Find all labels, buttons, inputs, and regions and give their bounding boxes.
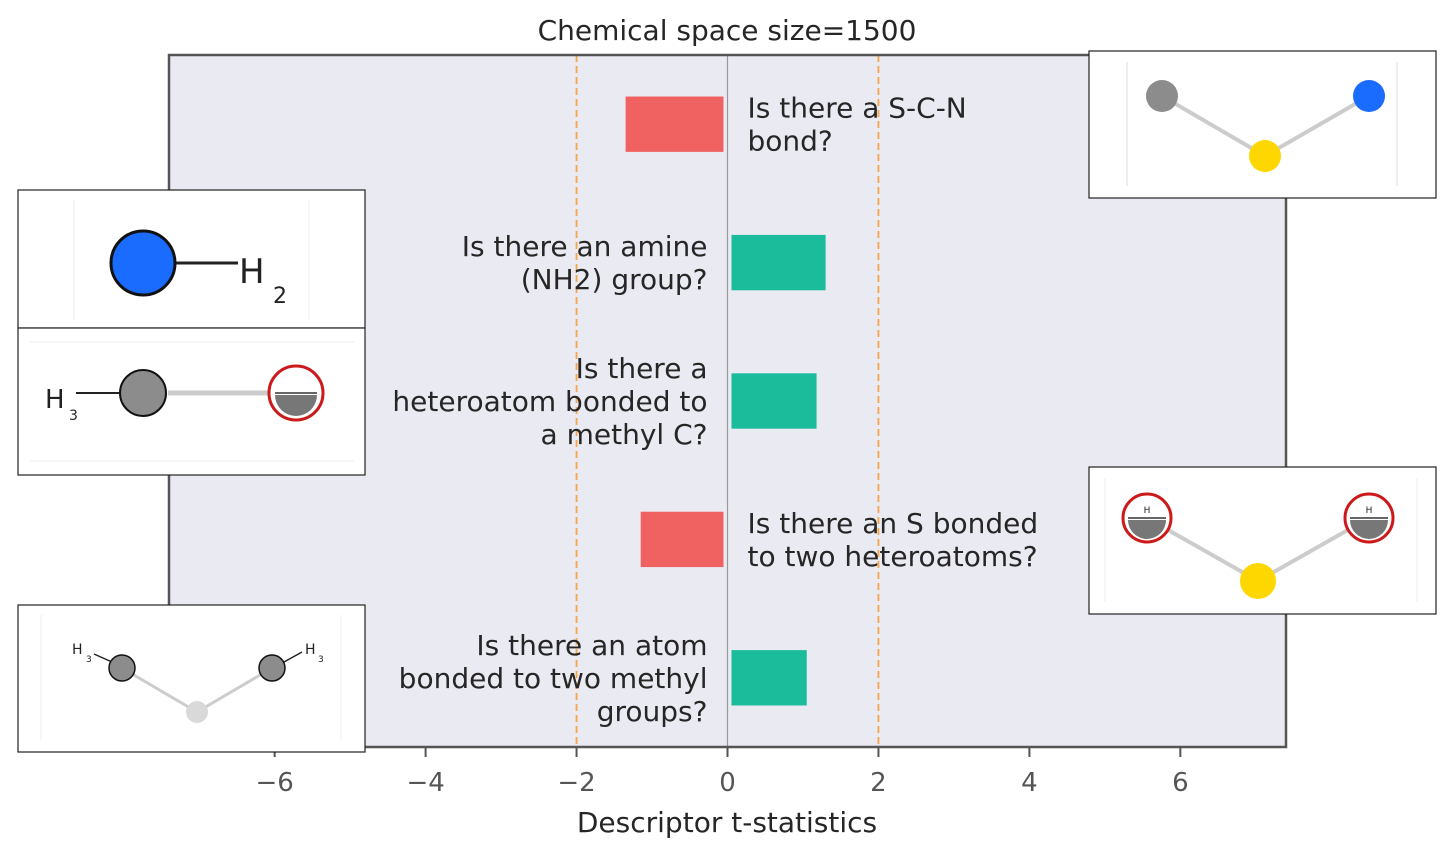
carbon-atom-icon xyxy=(258,654,286,682)
tick-label: −6 xyxy=(255,768,293,798)
bars xyxy=(625,96,826,706)
carbon-atom-icon xyxy=(1146,80,1178,112)
bar xyxy=(625,96,724,152)
chart-title: Chemical space size=1500 xyxy=(538,14,917,47)
carbon-atom-icon xyxy=(119,369,167,417)
sulfur-atom-icon xyxy=(1249,140,1281,172)
bar-label: Is there a S-C-N bond? xyxy=(748,92,967,158)
molecule-inset-methyl-hetero: H 3 xyxy=(17,327,366,476)
hydrogen-label: H xyxy=(45,385,65,415)
hydrogen-label: H xyxy=(72,642,83,658)
nitrogen-atom-icon xyxy=(1353,80,1385,112)
bar-label: Is there a heteroatom bonded to a methyl C… xyxy=(392,352,707,451)
hydrogen-label: H xyxy=(239,252,265,292)
bar xyxy=(731,373,817,429)
tick-label: −4 xyxy=(406,768,444,798)
x-axis-label: Descriptor t-statistics xyxy=(577,806,877,839)
molecule-inset-scn xyxy=(1088,50,1437,199)
molecule-inset-s-two-hetero: H H xyxy=(1088,466,1437,615)
x-ticks: −6 −4 −2 0 2 4 6 xyxy=(255,747,1189,798)
bar xyxy=(731,650,807,706)
hydrogen-label: H xyxy=(1144,506,1151,516)
bar xyxy=(640,511,724,568)
hydrogen-count-label: 3 xyxy=(318,655,324,665)
hydrogen-count-label: 3 xyxy=(69,408,78,424)
carbon-atom-icon xyxy=(108,654,136,682)
bar-labels: Is there a S-C-N bond? Is there an amine (N… xyxy=(392,92,1038,728)
tick-label: 4 xyxy=(1021,768,1038,798)
central-atom-icon xyxy=(186,701,208,723)
tick-label: 2 xyxy=(870,768,887,798)
molecule-inset-two-methyl: H 3 H 3 xyxy=(17,604,366,753)
reference-lines xyxy=(575,55,880,747)
bar-label: Is there an amine (NH2) group? xyxy=(462,230,708,296)
tick-label: 0 xyxy=(719,768,736,798)
hydrogen-count-label: 2 xyxy=(273,284,287,309)
bar xyxy=(731,234,826,291)
hydrogen-label: H xyxy=(305,642,316,658)
bar-label: Is there an atom bonded to two methyl grou… xyxy=(399,629,708,728)
molecule-inset-nh2: H 2 xyxy=(17,189,366,329)
hydrogen-count-label: 3 xyxy=(86,655,92,665)
tick-label: 6 xyxy=(1172,768,1189,798)
sulfur-atom-icon xyxy=(1240,563,1276,599)
nitrogen-atom-icon xyxy=(109,229,177,297)
tick-label: −2 xyxy=(557,768,595,798)
bar-label: Is there an S bonded to two heteroatoms? xyxy=(748,507,1039,573)
hydrogen-label: H xyxy=(1366,506,1373,516)
